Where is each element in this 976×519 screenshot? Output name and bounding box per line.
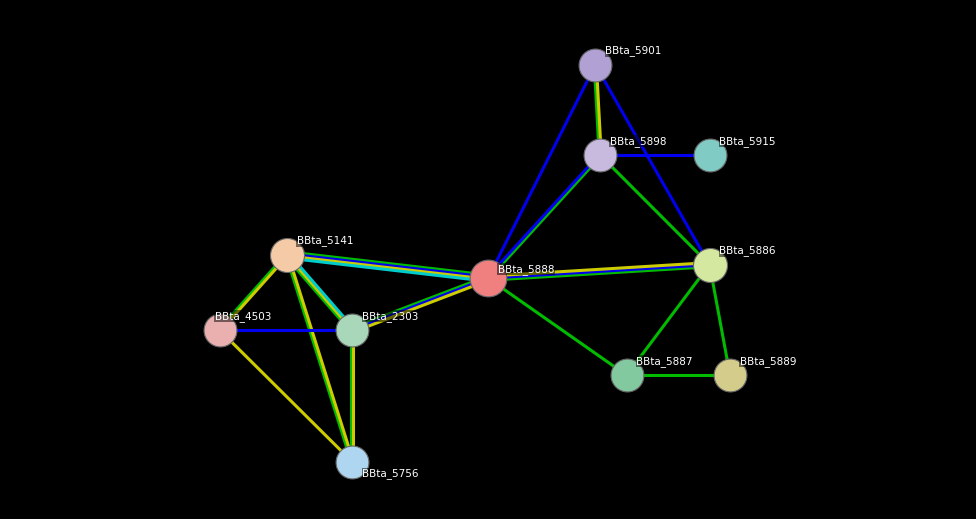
- Text: BBta_5888: BBta_5888: [498, 264, 554, 275]
- Point: [619, 371, 634, 379]
- Point: [212, 326, 227, 334]
- Point: [480, 274, 496, 282]
- Point: [345, 326, 360, 334]
- Text: BBta_5901: BBta_5901: [605, 46, 662, 57]
- Point: [702, 151, 717, 159]
- Text: BBta_5898: BBta_5898: [610, 136, 667, 147]
- Point: [592, 151, 608, 159]
- Point: [722, 371, 738, 379]
- Point: [588, 61, 603, 69]
- Text: BBta_5756: BBta_5756: [362, 469, 419, 480]
- Text: BBta_5141: BBta_5141: [297, 236, 353, 247]
- Point: [345, 458, 360, 466]
- Text: BBta_4503: BBta_4503: [215, 311, 271, 322]
- Point: [702, 261, 717, 269]
- Text: BBta_5886: BBta_5886: [719, 245, 776, 256]
- Text: BBta_5887: BBta_5887: [636, 356, 693, 367]
- Text: BBta_2303: BBta_2303: [362, 311, 419, 322]
- Text: BBta_5889: BBta_5889: [740, 356, 796, 367]
- Text: BBta_5915: BBta_5915: [719, 136, 776, 147]
- Point: [279, 251, 295, 259]
